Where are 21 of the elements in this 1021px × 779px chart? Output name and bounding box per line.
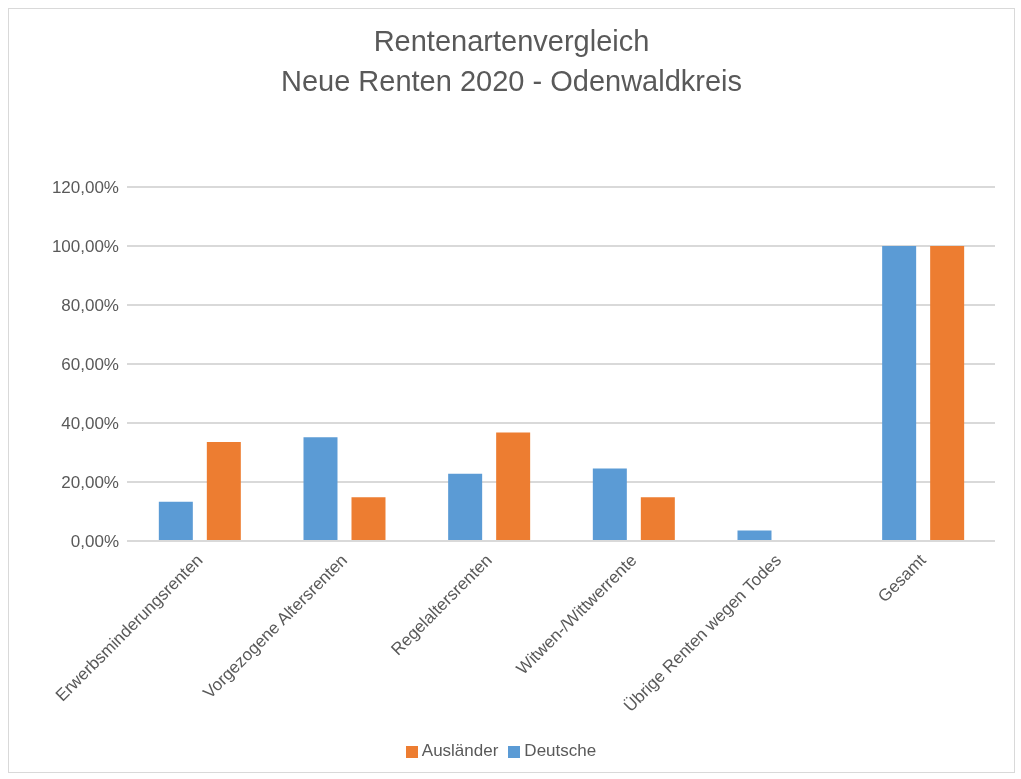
- bar: [206, 441, 241, 541]
- bar: [351, 497, 386, 541]
- bar: [737, 530, 772, 541]
- y-tick-label: 0,00%: [70, 532, 119, 552]
- bar: [303, 437, 338, 541]
- y-tick-label: 120,00%: [51, 178, 119, 198]
- bar: [640, 497, 675, 541]
- y-tick-label: 40,00%: [61, 414, 119, 434]
- legend-label: Deutsche: [524, 741, 597, 760]
- bar: [592, 468, 627, 541]
- y-tick-label: 20,00%: [61, 473, 119, 493]
- bar: [448, 473, 483, 541]
- bar: [882, 246, 917, 541]
- bar: [496, 432, 531, 541]
- y-tick-label: 60,00%: [61, 355, 119, 375]
- y-tick-label: 100,00%: [51, 237, 119, 257]
- bar: [158, 501, 193, 541]
- y-tick-label: 80,00%: [61, 296, 119, 316]
- legend-label: Ausländer: [421, 741, 499, 760]
- bar: [930, 246, 965, 541]
- chart-title: Rentenartenvergleich Neue Renten 2020 - Odenwaldkreis: [279, 24, 744, 99]
